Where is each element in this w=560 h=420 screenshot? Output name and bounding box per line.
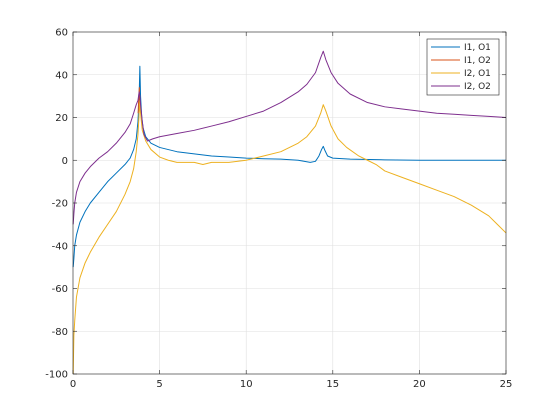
legend: I1, O1 I1, O2 I2, O1 I2, O2 — [426, 38, 500, 96]
x-tick-label: 5 — [156, 379, 162, 390]
legend-label: I2, O2 — [464, 82, 491, 92]
x-tick-label: 15 — [326, 379, 339, 390]
y-tick-label: -20 — [52, 199, 68, 210]
y-tick-label: 60 — [55, 28, 68, 39]
y-tick-label: 40 — [55, 70, 68, 81]
y-tick-label: -40 — [52, 241, 68, 252]
y-tick-labels: -100 -80 -60 -40 -20 0 20 40 60 — [45, 28, 68, 381]
series-line-4 — [72, 50, 507, 225]
series-lines — [72, 50, 507, 375]
legend-label: I2, O1 — [464, 69, 491, 79]
x-tick-label: 25 — [500, 379, 513, 390]
x-tick-label: 10 — [240, 379, 253, 390]
legend-label: I1, O2 — [464, 56, 491, 66]
x-tick-label: 0 — [70, 379, 76, 390]
x-tick-labels: 0 5 10 15 20 25 — [70, 379, 513, 390]
y-tick-label: 20 — [55, 113, 68, 124]
series-line-1 — [72, 65, 506, 268]
series-line-3 — [72, 99, 507, 375]
tick-marks — [72, 31, 507, 375]
y-tick-label: -80 — [52, 327, 68, 338]
y-tick-label: 0 — [62, 156, 68, 167]
y-tick-label: -60 — [52, 284, 68, 295]
x-tick-label: 20 — [413, 379, 426, 390]
y-tick-label: -100 — [45, 370, 68, 381]
legend-label: I1, O1 — [464, 43, 491, 53]
